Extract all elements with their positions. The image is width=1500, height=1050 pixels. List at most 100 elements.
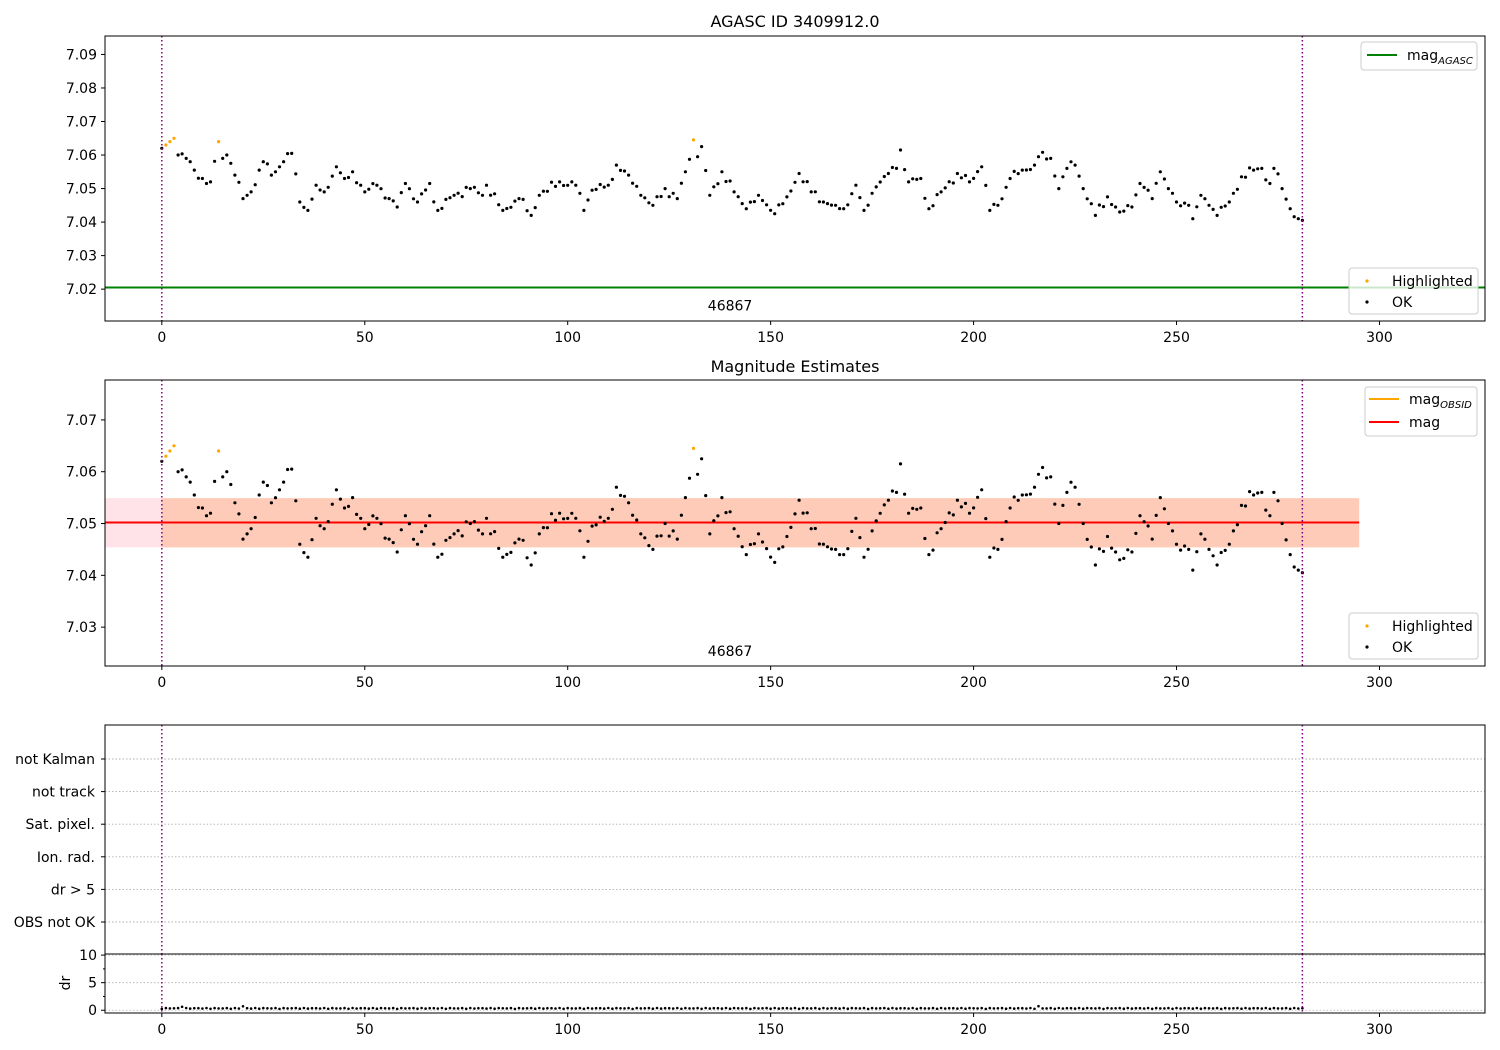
dr-point — [903, 1006, 906, 1010]
ok-point — [647, 544, 651, 548]
dr-point — [854, 1007, 858, 1010]
ok-point — [805, 511, 809, 515]
ok-point — [1049, 475, 1053, 479]
ok-point — [793, 180, 797, 184]
ok-point — [420, 192, 424, 196]
dr-point — [814, 1006, 817, 1010]
dr-point — [1240, 1007, 1243, 1010]
ok-point — [838, 553, 842, 557]
ok-point — [265, 162, 269, 166]
ok-point — [574, 516, 578, 520]
dr-point — [972, 1007, 975, 1010]
ok-point — [1041, 465, 1045, 470]
dr-point — [387, 1007, 391, 1010]
ok-point — [221, 475, 225, 479]
ok-point — [472, 520, 476, 524]
ok-point — [679, 513, 684, 517]
ok-point — [208, 511, 213, 515]
ok-point — [387, 537, 391, 541]
ok-point — [1061, 175, 1065, 179]
ok-point — [1036, 155, 1041, 159]
dr-point — [789, 1007, 793, 1010]
ok-point — [306, 555, 310, 559]
ok-point — [789, 525, 793, 530]
dr-point — [777, 1007, 781, 1010]
dr-point — [1118, 1006, 1121, 1010]
dr-point — [241, 1005, 245, 1008]
dr-point — [785, 1006, 789, 1010]
ok-point — [318, 188, 322, 192]
ok-point — [383, 536, 387, 540]
ok-point — [351, 170, 355, 174]
ok-point — [773, 560, 777, 565]
dr-point — [1183, 1006, 1186, 1010]
dr-point — [262, 1006, 265, 1010]
ok-point — [663, 187, 667, 191]
ok-point — [574, 183, 578, 187]
dr-point — [976, 1007, 979, 1010]
ok-point — [890, 489, 895, 493]
ok-point — [834, 203, 838, 207]
ok-point — [878, 180, 882, 184]
dr-point — [801, 1006, 805, 1010]
legend-label: magOBSID — [1409, 392, 1472, 411]
dr-point — [489, 1006, 492, 1010]
ok-point — [578, 191, 582, 195]
ok-point — [1166, 187, 1170, 191]
ok-point — [907, 180, 911, 184]
ok-point — [570, 511, 574, 515]
x-tick-label: 250 — [1163, 330, 1190, 346]
dr-point — [460, 1006, 464, 1010]
ok-point — [1085, 197, 1089, 201]
legend-highlighted-marker — [1365, 279, 1369, 283]
dr-point — [1069, 1006, 1073, 1010]
dr-point — [1106, 1006, 1109, 1010]
dr-point — [732, 1006, 736, 1010]
ok-point — [1150, 197, 1154, 201]
ok-point — [1239, 503, 1244, 507]
ok-point — [781, 202, 785, 206]
ok-point — [728, 510, 732, 514]
ok-point — [1211, 554, 1215, 558]
ok-point — [610, 507, 615, 511]
dr-point — [947, 1006, 951, 1010]
estimates-legend-bottom: Highlighted OK — [1348, 612, 1479, 660]
dr-point — [1004, 1007, 1008, 1010]
ok-point — [1179, 548, 1183, 552]
ok-point — [184, 475, 188, 479]
ok-point — [972, 506, 976, 510]
ok-point — [537, 193, 541, 197]
ok-point — [850, 192, 854, 196]
ok-point — [1183, 201, 1187, 205]
ok-point — [720, 170, 724, 174]
ok-point — [261, 160, 265, 164]
ok-point — [785, 195, 789, 199]
ok-point — [606, 183, 610, 187]
ok-point — [363, 527, 367, 531]
ok-point — [1024, 493, 1028, 497]
dr-point — [339, 1007, 342, 1010]
dr-point — [956, 1007, 959, 1010]
ok-point — [821, 542, 826, 546]
ok-point — [1016, 172, 1020, 176]
dr-point — [213, 1006, 216, 1010]
dr-point — [440, 1006, 444, 1010]
dr-point — [326, 1007, 330, 1011]
ok-point — [282, 160, 286, 164]
ok-point — [517, 537, 521, 541]
dr-point — [1252, 1006, 1255, 1010]
ok-point — [1243, 175, 1248, 179]
ok-point — [1170, 529, 1175, 533]
ok-point — [253, 183, 257, 187]
flag-category-label: dr > 5 — [51, 882, 95, 898]
ok-point — [1292, 215, 1296, 219]
dr-point — [1012, 1007, 1016, 1010]
dr-point — [598, 1006, 602, 1010]
ok-point — [192, 168, 196, 172]
dr-point — [927, 1007, 931, 1010]
dr-point — [858, 1007, 862, 1010]
ok-point — [671, 529, 675, 533]
dr-point — [566, 1006, 569, 1010]
ok-point — [302, 205, 306, 209]
ok-point — [643, 196, 647, 200]
